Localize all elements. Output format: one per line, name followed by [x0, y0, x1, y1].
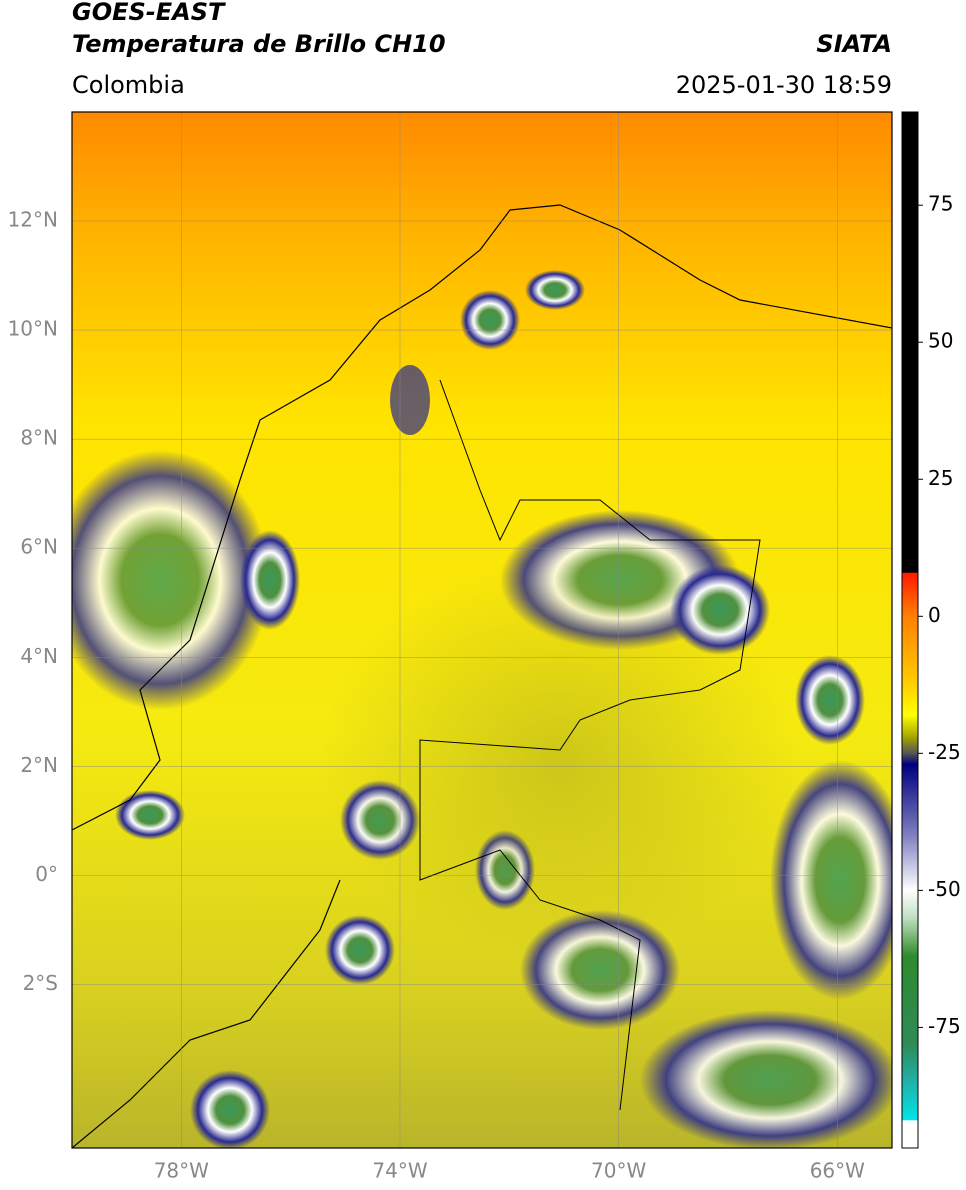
colorbar-tick-label: 75	[928, 192, 953, 216]
title: GOES-EAST	[72, 0, 226, 26]
x-tick-label: 78°W	[154, 1159, 209, 1183]
y-tick-label: 10°N	[8, 317, 58, 341]
subtitle: Temperatura de Brillo CH10	[72, 30, 446, 58]
colorbar-tick-label: 0	[928, 603, 941, 627]
satellite-image	[72, 112, 892, 1148]
colorbar-tick-label: -50	[928, 877, 961, 901]
colorbar-tick-label: -25	[928, 740, 961, 764]
datetime: 2025-01-30 18:59	[676, 71, 892, 99]
y-tick-label: 6°N	[20, 535, 58, 559]
colorbar-tick-label: -75	[928, 1014, 961, 1038]
y-tick-label: 8°N	[20, 426, 58, 450]
region: Colombia	[72, 71, 185, 99]
colorbar	[901, 111, 919, 1149]
y-tick-label: 0°	[35, 862, 58, 886]
colorbar-tick-label: 25	[928, 466, 953, 490]
x-tick-label: 74°W	[372, 1159, 427, 1183]
y-tick-label: 2°S	[23, 971, 58, 995]
map-frame	[71, 111, 893, 1149]
y-tick-label: 12°N	[8, 208, 58, 232]
source: SIATA	[816, 30, 892, 58]
y-tick-label: 4°N	[20, 644, 58, 668]
x-tick-label: 66°W	[810, 1159, 865, 1183]
colorbar-tick-label: 50	[928, 329, 953, 353]
graticule	[72, 112, 892, 1148]
x-tick-label: 70°W	[591, 1159, 646, 1183]
y-tick-label: 2°N	[20, 753, 58, 777]
